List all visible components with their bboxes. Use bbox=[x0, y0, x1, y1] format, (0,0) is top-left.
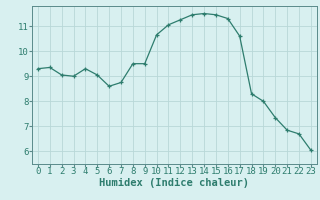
X-axis label: Humidex (Indice chaleur): Humidex (Indice chaleur) bbox=[100, 178, 249, 188]
